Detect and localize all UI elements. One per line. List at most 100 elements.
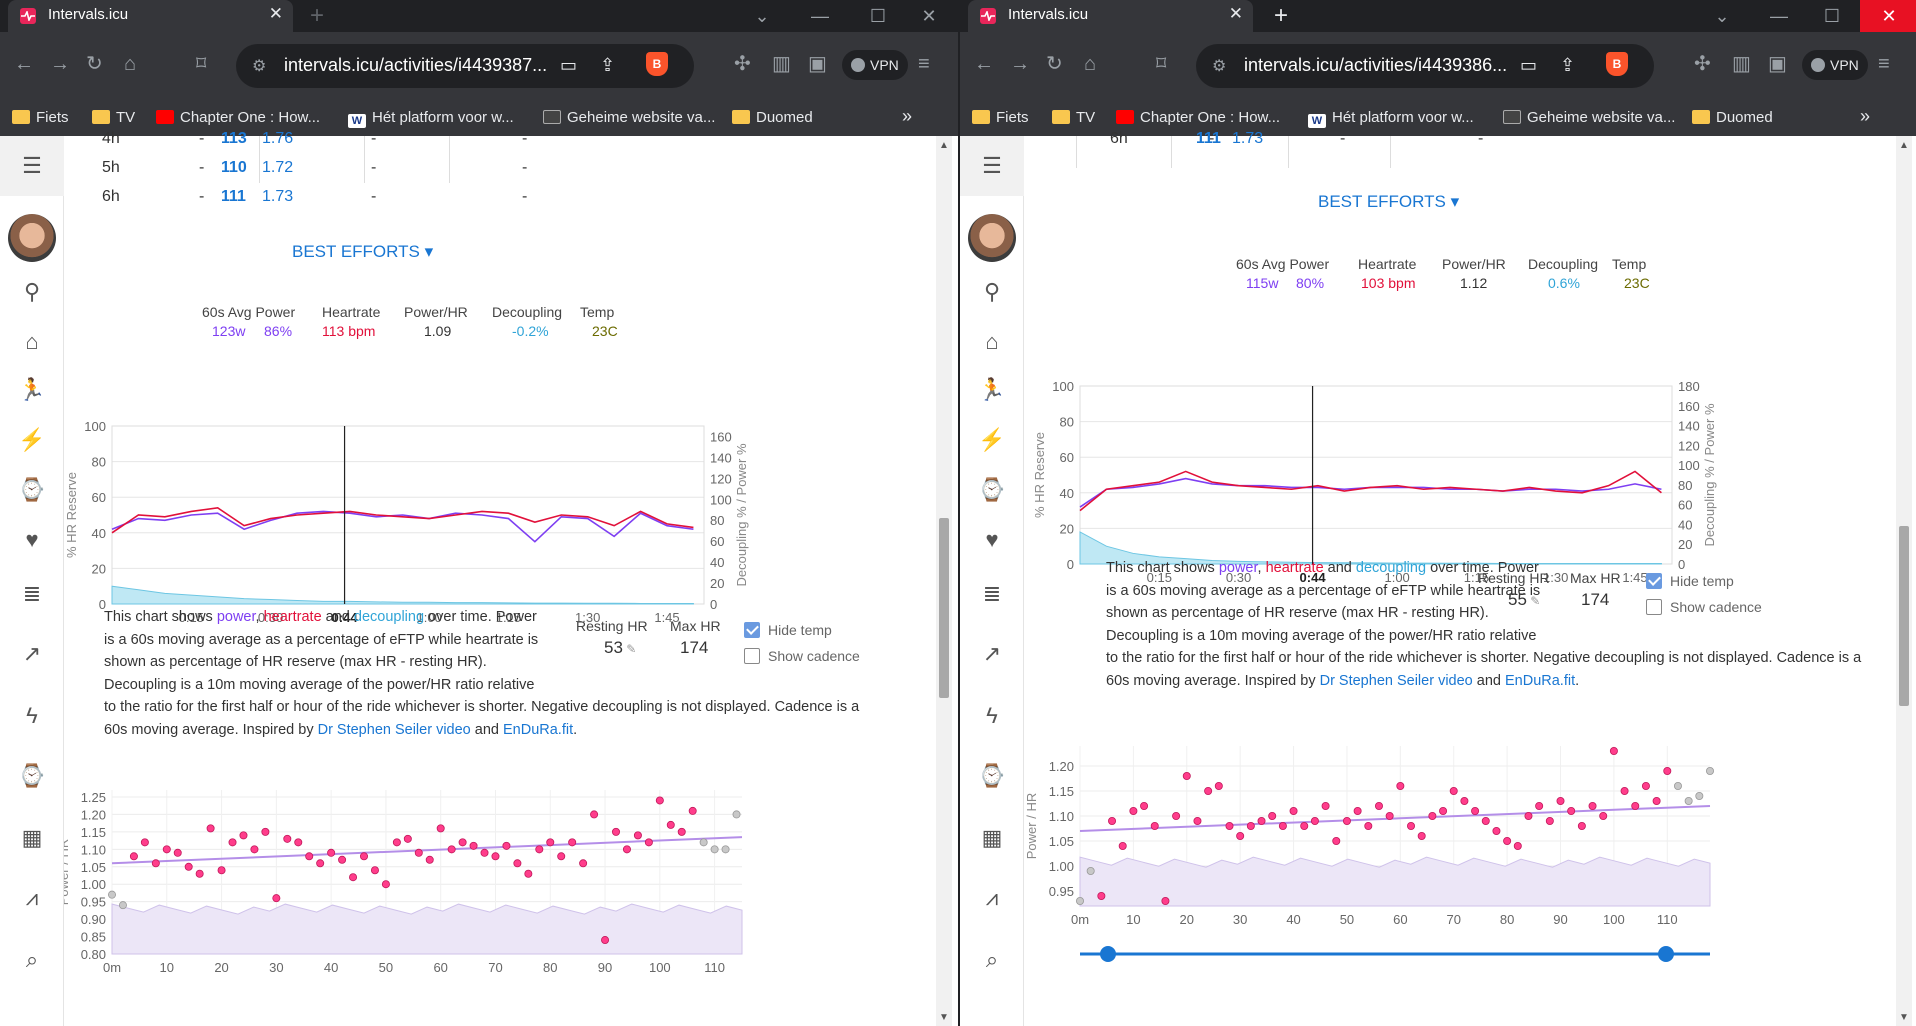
vpn-button[interactable]: VPN	[1802, 50, 1868, 80]
device-icon[interactable]: ⌚	[978, 763, 1006, 788]
activity-icon[interactable]: 🏃	[978, 377, 1006, 402]
wallet-icon[interactable]: ▣	[808, 53, 827, 75]
site-settings-icon[interactable]: ⚙	[252, 58, 267, 75]
bookmark-icon[interactable]: ⌑	[1156, 53, 1167, 75]
activity-icon[interactable]: 🏃	[18, 377, 46, 402]
sidebar-icon[interactable]: ▥	[1732, 53, 1751, 75]
scroll-up-icon[interactable]: ▲	[1899, 140, 1909, 151]
hide-temp-checkbox[interactable]	[744, 622, 760, 638]
bookmark-chapter-one[interactable]: Chapter One : How...	[156, 109, 320, 126]
power-hr-scatter-chart[interactable]: 0.95 1.00 1.05 1.10 1.15 1.20 0m 10 20 30 40 50 60 70…	[1024, 726, 1898, 1026]
page-scrollbar[interactable]: ▲ ▼	[1896, 136, 1912, 1026]
bookmark-geheime-website[interactable]: Geheime website va...	[1503, 109, 1675, 126]
hamburger-icon[interactable]: ☰	[22, 153, 42, 178]
calendar-clock-icon[interactable]: ▦	[981, 825, 1003, 850]
heart-icon[interactable]: ♥	[985, 527, 999, 552]
bookmark-chapter-one[interactable]: Chapter One : How...	[1116, 109, 1280, 126]
hide-temp-checkbox[interactable]	[1646, 573, 1662, 589]
reload-icon[interactable]: ↻	[1046, 53, 1063, 75]
brave-shields-icon[interactable]: B	[646, 52, 668, 76]
scroll-thumb[interactable]	[1899, 526, 1909, 706]
endura-link[interactable]: EnDuRa.fit	[503, 721, 574, 738]
tab-close-icon[interactable]: ✕	[268, 4, 283, 23]
scroll-down-icon[interactable]: ▼	[1899, 1012, 1909, 1023]
bookmark-duomed[interactable]: Duomed	[1692, 109, 1773, 126]
tab-intervals[interactable]: Intervals.icu ✕	[8, 0, 293, 32]
endura-link[interactable]: EnDuRa.fit	[1505, 672, 1576, 689]
bookmark-het-platform[interactable]: W Hét platform voor w...	[1308, 109, 1474, 128]
cast-icon[interactable]: ▭	[1520, 55, 1538, 75]
fitness-bolt-icon[interactable]: ⚡	[18, 427, 46, 452]
search-list-icon[interactable]: ⌕	[985, 947, 999, 972]
power-hr-scatter-chart[interactable]: 0.80 0.85 0.90 0.95 1.00 1.05 1.10 1.15 1.20 1.25…	[64, 776, 938, 1026]
tab-close-icon[interactable]: ✕	[1228, 4, 1243, 23]
brave-shields-icon[interactable]: B	[1606, 52, 1628, 76]
heart-icon[interactable]: ♥	[25, 527, 39, 552]
seiler-video-link[interactable]: Dr Stephen Seiler video	[317, 721, 471, 738]
address-bar[interactable]: ⚙ intervals.icu/activities/i4439386... ▭…	[1196, 44, 1654, 88]
minimize-icon[interactable]: —	[1770, 6, 1788, 26]
bookmark-geheime-website[interactable]: Geheime website va...	[543, 109, 715, 126]
back-icon[interactable]: ←	[14, 53, 34, 75]
compare-chart-icon[interactable]: ⩘	[985, 885, 999, 910]
avatar[interactable]	[968, 214, 1016, 262]
device-icon[interactable]: ⌚	[18, 763, 46, 788]
seiler-video-link[interactable]: Dr Stephen Seiler video	[1319, 672, 1473, 689]
show-cadence-checkbox[interactable]	[744, 648, 760, 664]
bookmark-icon[interactable]: ⌑	[196, 53, 207, 75]
bookmark-fiets[interactable]: Fiets	[12, 109, 69, 126]
vpn-button[interactable]: VPN	[842, 50, 908, 80]
wallet-icon[interactable]: ▣	[1768, 53, 1787, 75]
share-icon[interactable]: ⇪	[600, 55, 616, 75]
forward-icon[interactable]: →	[50, 53, 70, 75]
tab-search-chevron-icon[interactable]: ⌄	[1714, 6, 1730, 26]
maximize-icon[interactable]: ☐	[869, 6, 887, 26]
best-efforts-dropdown[interactable]: BEST EFFORTS ▾	[292, 242, 434, 261]
address-bar[interactable]: ⚙ intervals.icu/activities/i4439387... ▭…	[236, 44, 694, 88]
watch-icon[interactable]: ⌚	[978, 477, 1006, 502]
extensions-icon[interactable]: ✣	[734, 53, 751, 75]
decoupling-chart[interactable]: 0 20 40 60 80 100 0 20 40 60 80 100 120 140 160 0:15 0:3…	[64, 344, 938, 734]
fitness-bolt-icon[interactable]: ⚡	[978, 427, 1006, 452]
maximize-icon[interactable]: ☐	[1823, 6, 1841, 26]
home-nav-icon[interactable]: ⌂	[25, 329, 39, 354]
home-icon[interactable]: ⌂	[1084, 53, 1097, 75]
tab-intervals[interactable]: Intervals.icu ✕	[968, 0, 1253, 32]
hamburger-icon[interactable]: ☰	[982, 153, 1002, 178]
close-window-icon[interactable]: ✕	[1860, 0, 1916, 32]
range-slider-start-handle[interactable]	[1100, 946, 1116, 962]
sidebar-icon[interactable]: ▥	[772, 53, 791, 75]
menu-icon[interactable]: ≡	[1878, 53, 1890, 75]
resting-hr-value[interactable]: 53 ✎	[604, 638, 637, 657]
scroll-thumb[interactable]	[939, 518, 949, 698]
back-icon[interactable]: ←	[974, 53, 994, 75]
list-icon[interactable]: ≣	[982, 581, 1002, 606]
bookmark-tv[interactable]: TV	[1052, 109, 1095, 126]
page-scrollbar[interactable]: ▲ ▼	[936, 136, 952, 1026]
new-tab-icon[interactable]: +	[310, 2, 325, 29]
decoupling-chart[interactable]: 0 20 40 60 80 100 0 20 40 60 80 100 120 140 160 180 0:15…	[1024, 296, 1898, 686]
bookmark-fiets[interactable]: Fiets	[972, 109, 1029, 126]
search-icon[interactable]: ⚲	[23, 279, 41, 304]
forward-icon[interactable]: →	[1010, 53, 1030, 75]
cast-icon[interactable]: ▭	[560, 55, 578, 75]
tab-search-chevron-icon[interactable]: ⌄	[754, 6, 770, 26]
close-window-icon[interactable]: ✕	[921, 6, 937, 26]
scroll-down-icon[interactable]: ▼	[939, 1012, 949, 1023]
scroll-up-icon[interactable]: ▲	[939, 140, 949, 151]
bookmark-het-platform[interactable]: W Hét platform voor w...	[348, 109, 514, 128]
share-icon[interactable]: ⇪	[1560, 55, 1576, 75]
compare-chart-icon[interactable]: ⩘	[25, 885, 39, 910]
search-list-icon[interactable]: ⌕	[25, 947, 39, 972]
more-bookmarks-icon[interactable]: »	[1860, 106, 1871, 126]
home-icon[interactable]: ⌂	[124, 53, 137, 75]
best-efforts-dropdown[interactable]: BEST EFFORTS ▾	[1318, 192, 1460, 211]
watch-icon[interactable]: ⌚	[18, 477, 46, 502]
search-icon[interactable]: ⚲	[983, 279, 1001, 304]
home-nav-icon[interactable]: ⌂	[985, 329, 999, 354]
list-icon[interactable]: ≣	[22, 581, 42, 606]
trend-chart-icon[interactable]: ↗	[982, 641, 1002, 666]
minimize-icon[interactable]: —	[811, 6, 829, 26]
site-settings-icon[interactable]: ⚙	[1212, 58, 1227, 75]
avatar[interactable]	[8, 214, 56, 262]
